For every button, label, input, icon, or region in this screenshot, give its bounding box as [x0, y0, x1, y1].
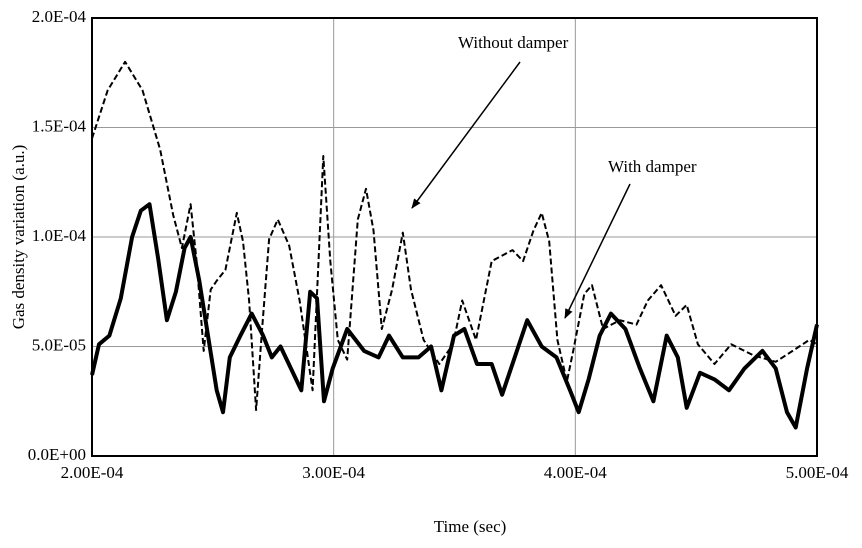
y-axis-title: Gas density variation (a.u.) — [9, 145, 28, 330]
annotation: Without damper — [458, 33, 569, 52]
y-tick-label: 0.0E+00 — [28, 445, 86, 464]
lines — [90, 60, 819, 430]
x-tick-label: 2.00E-04 — [61, 463, 124, 482]
data-line — [90, 202, 819, 430]
plot-frame — [91, 17, 818, 457]
y-tick-label: 1.5E-04 — [32, 116, 87, 135]
x-tick-label: 3.00E-04 — [302, 463, 365, 482]
annotation: With damper — [608, 157, 697, 176]
y-tick-label: 2.0E-04 — [32, 7, 87, 26]
annotation-arrow — [411, 61, 521, 209]
x-axis-title: Time (sec) — [434, 517, 507, 536]
y-tick-label: 1.0E-04 — [32, 226, 87, 245]
labels: 0.0E+00 5.0E-05 1.0E-04 1.5E-04 2.0E-04 2.00E… — [28, 7, 849, 482]
x-tick-label: 4.00E-04 — [544, 463, 607, 482]
grid — [91, 17, 818, 457]
data-line — [91, 60, 818, 411]
x-tick-label: 5.00E-04 — [786, 463, 849, 482]
y-tick-label: 5.0E-05 — [32, 335, 86, 354]
annotation-arrow — [564, 183, 631, 319]
